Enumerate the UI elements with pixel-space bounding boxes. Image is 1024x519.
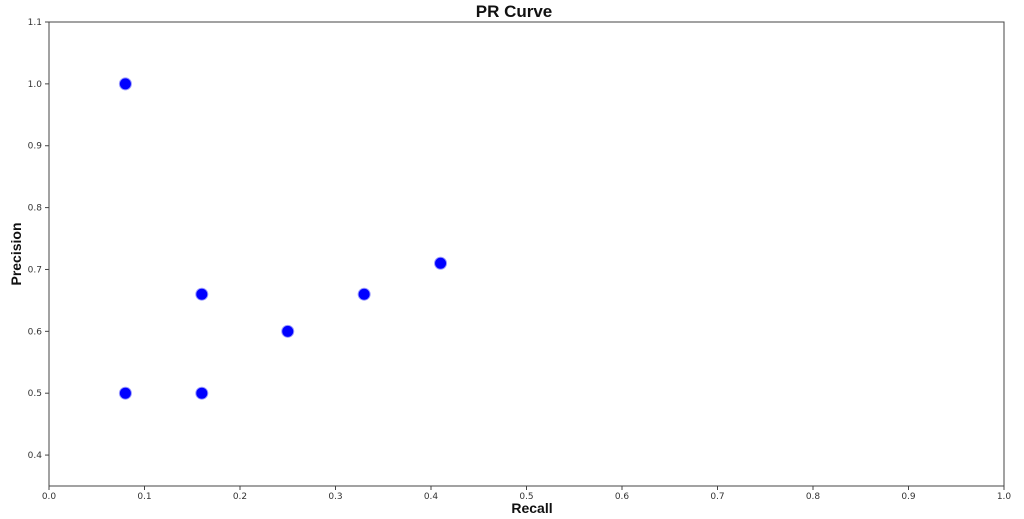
x-tick-label: 0.8 (806, 492, 821, 502)
x-tick-label: 0.7 (710, 492, 724, 502)
x-tick-label: 0.6 (615, 492, 630, 502)
data-point (281, 324, 295, 338)
y-tick-label: 0.8 (28, 204, 43, 214)
x-tick-label: 0.9 (901, 492, 916, 502)
y-tick-label: 0.6 (28, 327, 43, 337)
data-point (118, 386, 132, 400)
data-point (118, 77, 132, 91)
data-points (118, 77, 448, 400)
y-tick-label: 0.5 (28, 389, 42, 399)
x-tick-label: 0.3 (328, 492, 342, 502)
y-tick-label: 1.0 (28, 80, 43, 90)
data-point (434, 256, 448, 270)
y-tick-label: 1.1 (28, 18, 42, 28)
plot-area-frame (48, 21, 1005, 487)
x-tick-label: 0.1 (137, 492, 151, 502)
y-axis-title: Precision (8, 222, 24, 285)
x-tick-label: 0.5 (519, 492, 533, 502)
data-point (195, 287, 209, 301)
x-tick-label: 0.2 (233, 492, 247, 502)
chart-title: PR Curve (476, 2, 553, 21)
y-tick-label: 0.4 (28, 451, 43, 461)
data-point (357, 287, 371, 301)
y-axis-ticks: 0.4 0.5 0.6 0.7 0.8 0.9 1.0 1.1 (28, 18, 49, 461)
y-tick-label: 0.7 (28, 265, 42, 275)
y-tick-label: 0.9 (28, 142, 43, 152)
x-tick-label: 1.0 (997, 492, 1012, 502)
x-axis-title: Recall (511, 500, 552, 516)
x-tick-label: 0.0 (42, 492, 57, 502)
x-tick-label: 0.4 (424, 492, 439, 502)
data-point (195, 386, 209, 400)
x-axis-ticks: 0.0 0.1 0.2 0.3 0.4 0.5 0.6 0.7 0.8 0.9 1.0 (42, 486, 1012, 502)
